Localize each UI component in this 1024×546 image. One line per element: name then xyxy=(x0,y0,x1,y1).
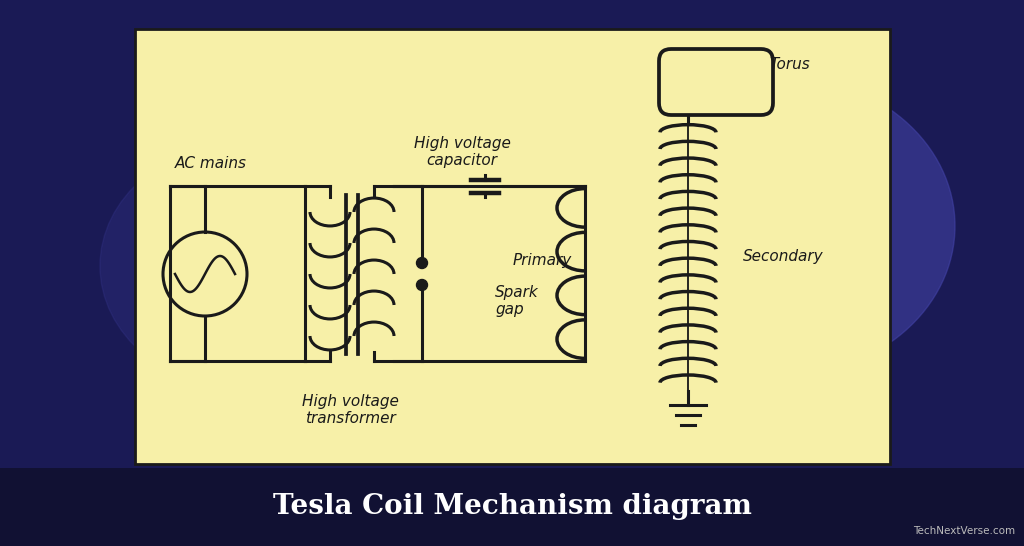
Text: Tesla Coil Mechanism diagram: Tesla Coil Mechanism diagram xyxy=(272,494,752,520)
Text: TechNextVerse.com: TechNextVerse.com xyxy=(912,526,1015,536)
FancyBboxPatch shape xyxy=(659,49,773,115)
Text: AC mains: AC mains xyxy=(175,156,247,171)
Text: High voltage
capacitor: High voltage capacitor xyxy=(414,135,510,168)
Text: Secondary: Secondary xyxy=(743,248,823,264)
Circle shape xyxy=(417,280,427,290)
Text: Primary: Primary xyxy=(512,253,571,269)
Text: High voltage
transformer: High voltage transformer xyxy=(301,394,398,426)
Circle shape xyxy=(417,258,427,269)
FancyBboxPatch shape xyxy=(135,29,890,464)
Text: Spark
gap: Spark gap xyxy=(495,285,539,317)
FancyBboxPatch shape xyxy=(0,468,1024,546)
Ellipse shape xyxy=(605,76,955,376)
Text: Torus: Torus xyxy=(769,56,810,72)
Ellipse shape xyxy=(100,141,400,391)
